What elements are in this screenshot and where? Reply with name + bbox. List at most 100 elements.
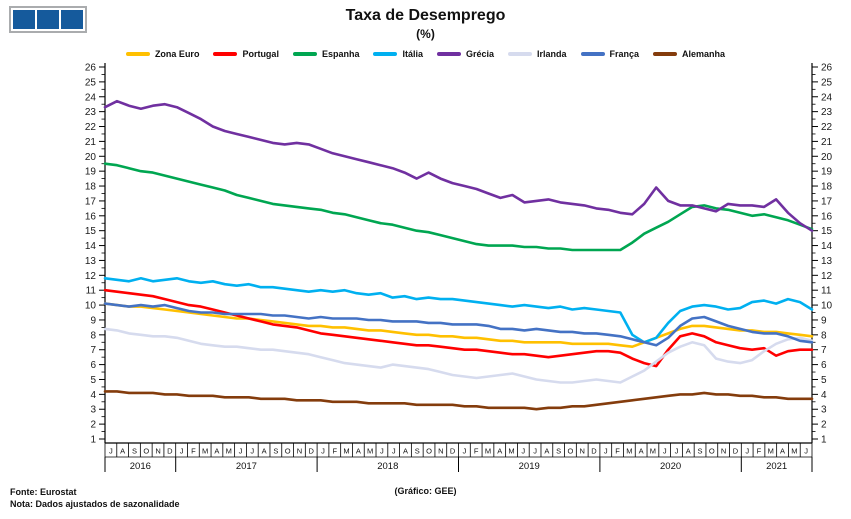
y-tick-label: 7 [90,345,96,356]
month-label: J [604,447,608,456]
y-tick-label: 13 [85,256,97,267]
month-label: J [392,447,396,456]
month-label: J [745,447,749,456]
month-label: O [285,447,291,456]
month-label: M [768,447,774,456]
month-label: S [415,447,420,456]
year-label: 2018 [377,461,398,472]
month-label: F [757,447,762,456]
y-tick-label: 8 [90,330,96,341]
month-label: F [615,447,620,456]
legend-item-zona-euro: Zona Euro [125,49,200,59]
month-label: D [308,447,314,456]
seasonality-note: Nota: Dados ajustados de sazonalidade [10,499,180,509]
y-tick-label: 14 [821,241,833,252]
month-label: A [214,447,219,456]
month-label: D [167,447,173,456]
y-tick-label: 7 [821,345,827,356]
chart-canvas: 1234567891011121314151617181920212223242… [85,63,833,472]
month-label: J [533,447,537,456]
series-line-itália [103,277,814,344]
month-label: A [544,447,549,456]
month-label: F [474,447,479,456]
y-tick-label: 21 [821,137,833,148]
month-label: A [497,447,502,456]
y-tick-label: 22 [85,122,97,133]
y-tick-label: 23 [85,107,97,118]
y-tick-label: 26 [85,63,97,74]
month-label: O [426,447,432,456]
legend-item-itália: Itália [373,49,423,59]
month-label: A [403,447,408,456]
y-tick-label: 9 [821,315,827,326]
legend-label: França [609,49,640,59]
legend-item-espanha: Espanha [292,49,360,59]
month-label: M [650,447,656,456]
y-tick-label: 26 [821,63,833,74]
y-tick-label: 1 [821,435,827,446]
y-tick-label: 21 [85,137,97,148]
legend-label: Portugal [242,49,279,59]
logo-square [13,10,35,29]
legend-item-grécia: Grécia [436,49,494,59]
y-tick-label: 24 [85,92,97,103]
y-tick-label: 17 [821,196,833,207]
legend-swatch [508,52,533,56]
chart-subtitle: (%) [416,27,435,41]
month-label: D [450,447,456,456]
series-line-alemanha [103,390,814,411]
y-tick-label: 25 [85,77,97,88]
series-line-espanha [103,162,814,252]
y-tick-label: 16 [821,211,833,222]
month-label: M [202,447,208,456]
y-tick-label: 19 [821,167,833,178]
y-tick-label: 2 [821,420,827,431]
legend-swatch [653,52,678,56]
y-tick-label: 17 [85,196,97,207]
legend-label: Zona Euro [154,49,200,59]
y-tick-label: 10 [85,301,97,312]
series-line-grécia [103,99,814,232]
y-tick-label: 2 [90,420,96,431]
year-label: 2017 [236,461,257,472]
chart-footnotes: Fonte: Eurostat Nota: Dados ajustados de… [10,486,180,510]
y-tick-label: 15 [85,226,97,237]
y-tick-label: 20 [85,152,97,163]
y-tick-label: 18 [821,182,833,193]
y-tick-label: 8 [821,330,827,341]
month-label: J [380,447,384,456]
year-label: 2016 [130,461,151,472]
month-label: N [297,447,302,456]
legend-item-frança: França [580,49,640,59]
month-label: N [721,447,726,456]
legend-label: Alemanha [682,49,726,59]
legend-label: Irlanda [537,49,567,59]
three-squares-logo [9,6,87,33]
month-label: J [250,447,254,456]
y-tick-label: 20 [821,152,833,163]
y-tick-label: 4 [821,390,827,401]
y-tick-label: 24 [821,92,833,103]
legend-swatch [436,52,461,56]
y-tick-label: 22 [821,122,833,133]
month-label: J [109,447,113,456]
y-tick-label: 12 [85,271,97,282]
y-tick-label: 11 [86,286,97,297]
month-label: J [463,447,467,456]
month-label: S [132,447,137,456]
y-tick-label: 14 [85,241,97,252]
y-tick-label: 6 [821,360,827,371]
month-label: A [639,447,644,456]
legend-swatch [580,52,605,56]
legend-swatch [292,52,317,56]
series-line-portugal [103,288,814,368]
month-label: M [367,447,373,456]
month-label: J [521,447,525,456]
month-label: S [273,447,278,456]
y-tick-label: 6 [90,360,96,371]
month-label: S [698,447,703,456]
legend-label: Espanha [321,49,360,59]
month-label: M [485,447,491,456]
y-tick-label: 12 [821,271,833,282]
